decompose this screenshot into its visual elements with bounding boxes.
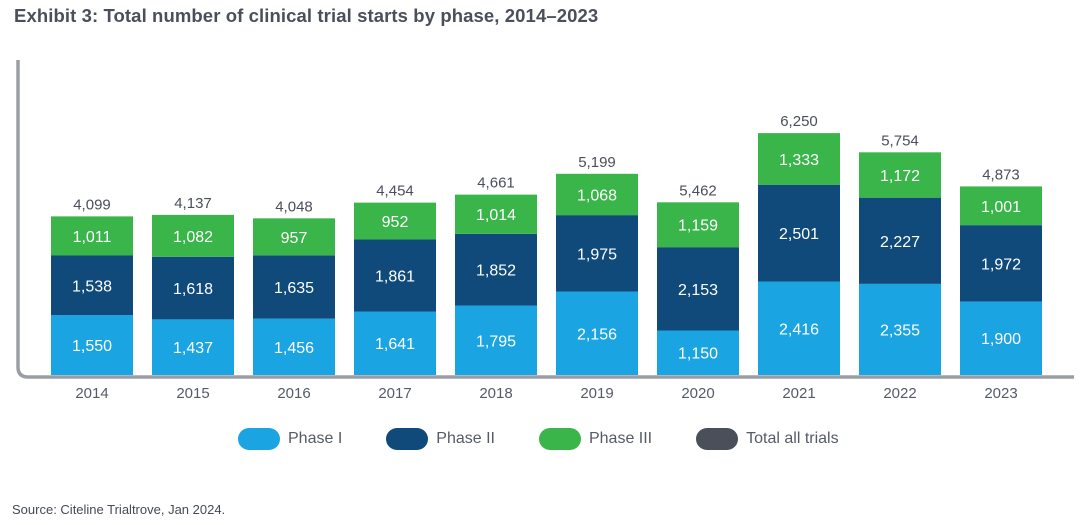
total-label-2016: 4,048 — [275, 198, 313, 215]
legend-swatch-phase-3 — [538, 428, 581, 450]
bar-phase-ii-2014 — [51, 255, 133, 316]
bar-phase-i-2015 — [152, 319, 234, 375]
x-tick-label-2022: 2022 — [883, 385, 916, 402]
legend-swatch-total — [696, 428, 739, 450]
data-label-phase-ii-2018: 1,852 — [476, 263, 516, 280]
total-label-2021: 6,250 — [780, 113, 818, 130]
data-label-phase-iii-2016: 957 — [281, 230, 308, 247]
bar-phase-iii-2014 — [51, 216, 133, 256]
total-label-2017: 4,454 — [376, 183, 414, 200]
x-tick-label-2019: 2019 — [580, 385, 613, 402]
bar-phase-iii-2022 — [859, 152, 941, 198]
data-label-phase-ii-2021: 2,501 — [779, 226, 819, 243]
bar-phase-iii-2015 — [152, 214, 234, 257]
bar-phase-iii-2020 — [657, 202, 739, 248]
bar-phase-ii-2020 — [657, 247, 739, 331]
bar-phase-i-2014 — [51, 315, 133, 375]
bar-phase-ii-2021 — [758, 184, 840, 282]
bar-phase-i-2019 — [556, 291, 638, 375]
data-label-phase-i-2017: 1,641 — [375, 336, 415, 353]
data-label-phase-i-2023: 1,900 — [981, 331, 1021, 348]
chart-title: Exhibit 3: Total number of clinical tria… — [14, 5, 599, 26]
data-label-phase-ii-2022: 2,227 — [880, 234, 920, 251]
x-tick-label-2016: 2016 — [277, 385, 310, 402]
data-label-phase-iii-2022: 1,172 — [880, 168, 920, 185]
total-label-2022: 5,754 — [881, 132, 919, 149]
data-label-phase-ii-2015: 1,618 — [173, 281, 213, 298]
legend-item-phase-3: Phase III — [538, 428, 653, 450]
total-label-2019: 5,199 — [578, 154, 616, 171]
data-label-phase-i-2021: 2,416 — [779, 321, 819, 338]
bar-phase-ii-2016 — [253, 255, 335, 319]
bar-phase-ii-2019 — [556, 215, 638, 292]
legend-item-phase-2: Phase II — [386, 428, 495, 450]
bar-phase-i-2020 — [657, 330, 739, 375]
data-label-phase-iii-2015: 1,082 — [173, 229, 213, 246]
total-label-2018: 4,661 — [477, 175, 515, 192]
bar-phase-ii-2015 — [152, 256, 234, 320]
bar-phase-i-2022 — [859, 283, 941, 375]
legend-label-phase-1: Phase I — [288, 430, 343, 447]
bar-phase-i-2018 — [455, 305, 537, 375]
total-label-2015: 4,137 — [174, 195, 212, 212]
data-label-phase-ii-2016: 1,635 — [274, 280, 314, 297]
data-label-phase-i-2019: 2,156 — [577, 326, 617, 343]
total-label-2023: 4,873 — [982, 166, 1020, 183]
x-tick-label-2020: 2020 — [681, 385, 714, 402]
bar-phase-ii-2023 — [960, 225, 1042, 302]
legend-swatch-phase-1 — [238, 428, 280, 450]
data-label-phase-i-2015: 1,437 — [173, 340, 213, 357]
x-tick-label-2017: 2017 — [378, 385, 411, 402]
bar-phase-i-2021 — [758, 281, 840, 375]
data-label-phase-iii-2019: 1,068 — [577, 187, 617, 204]
x-tick-label-2023: 2023 — [984, 385, 1017, 402]
bar-phase-ii-2018 — [455, 233, 537, 306]
total-label-2014: 4,099 — [73, 196, 111, 213]
bar-phase-ii-2022 — [859, 197, 941, 284]
bar-phase-iii-2018 — [455, 194, 537, 234]
data-label-phase-iii-2023: 1,001 — [981, 199, 1021, 216]
x-tick-label-2021: 2021 — [782, 385, 815, 402]
bar-phase-iii-2019 — [556, 173, 638, 216]
total-label-2020: 5,462 — [679, 182, 717, 199]
bar-phase-i-2017 — [354, 311, 436, 375]
data-label-phase-i-2022: 2,355 — [880, 322, 920, 339]
x-tick-label-2014: 2014 — [75, 385, 108, 402]
legend-label-phase-3: Phase III — [588, 430, 653, 447]
data-label-phase-i-2020: 1,150 — [678, 346, 718, 363]
bar-phase-iii-2023 — [960, 186, 1042, 226]
x-tick-label-2018: 2018 — [479, 385, 512, 402]
legend-item-phase-1: Phase I — [238, 428, 342, 450]
data-label-phase-iii-2014: 1,011 — [73, 229, 112, 246]
source-note: Source: Citeline Trialtrove, Jan 2024. — [12, 502, 226, 517]
data-label-phase-ii-2019: 1,975 — [577, 246, 617, 263]
bar-phase-iii-2021 — [758, 133, 840, 185]
bar-phase-i-2016 — [253, 318, 335, 375]
chart-axis-frame — [16, 60, 1074, 379]
legend-label-phase-2: Phase II — [436, 430, 495, 447]
data-label-phase-iii-2020: 1,159 — [678, 218, 718, 235]
data-label-phase-i-2014: 1,550 — [72, 338, 112, 355]
bar-phase-ii-2017 — [354, 239, 436, 312]
data-label-phase-ii-2017: 1,861 — [375, 268, 415, 285]
x-tick-label-2015: 2015 — [176, 385, 209, 402]
data-label-phase-iii-2018: 1,014 — [476, 207, 516, 224]
data-label-phase-iii-2017: 952 — [382, 214, 409, 231]
legend-item-total: Total all trials — [696, 428, 839, 450]
chart-legend: Phase I Phase II Phase III Total all tri… — [238, 428, 883, 450]
data-label-phase-i-2016: 1,456 — [274, 340, 314, 357]
data-label-phase-iii-2021: 1,333 — [779, 152, 819, 169]
data-label-phase-ii-2020: 2,153 — [678, 282, 718, 299]
data-label-phase-i-2018: 1,795 — [476, 333, 516, 350]
bar-phase-iii-2016 — [253, 218, 335, 256]
data-label-phase-ii-2023: 1,972 — [981, 256, 1021, 273]
legend-swatch-phase-2 — [386, 428, 429, 450]
bar-phase-i-2023 — [960, 301, 1042, 375]
legend-label-total: Total all trials — [746, 430, 839, 447]
data-label-phase-ii-2014: 1,538 — [72, 278, 112, 295]
bar-phase-iii-2017 — [354, 202, 436, 240]
